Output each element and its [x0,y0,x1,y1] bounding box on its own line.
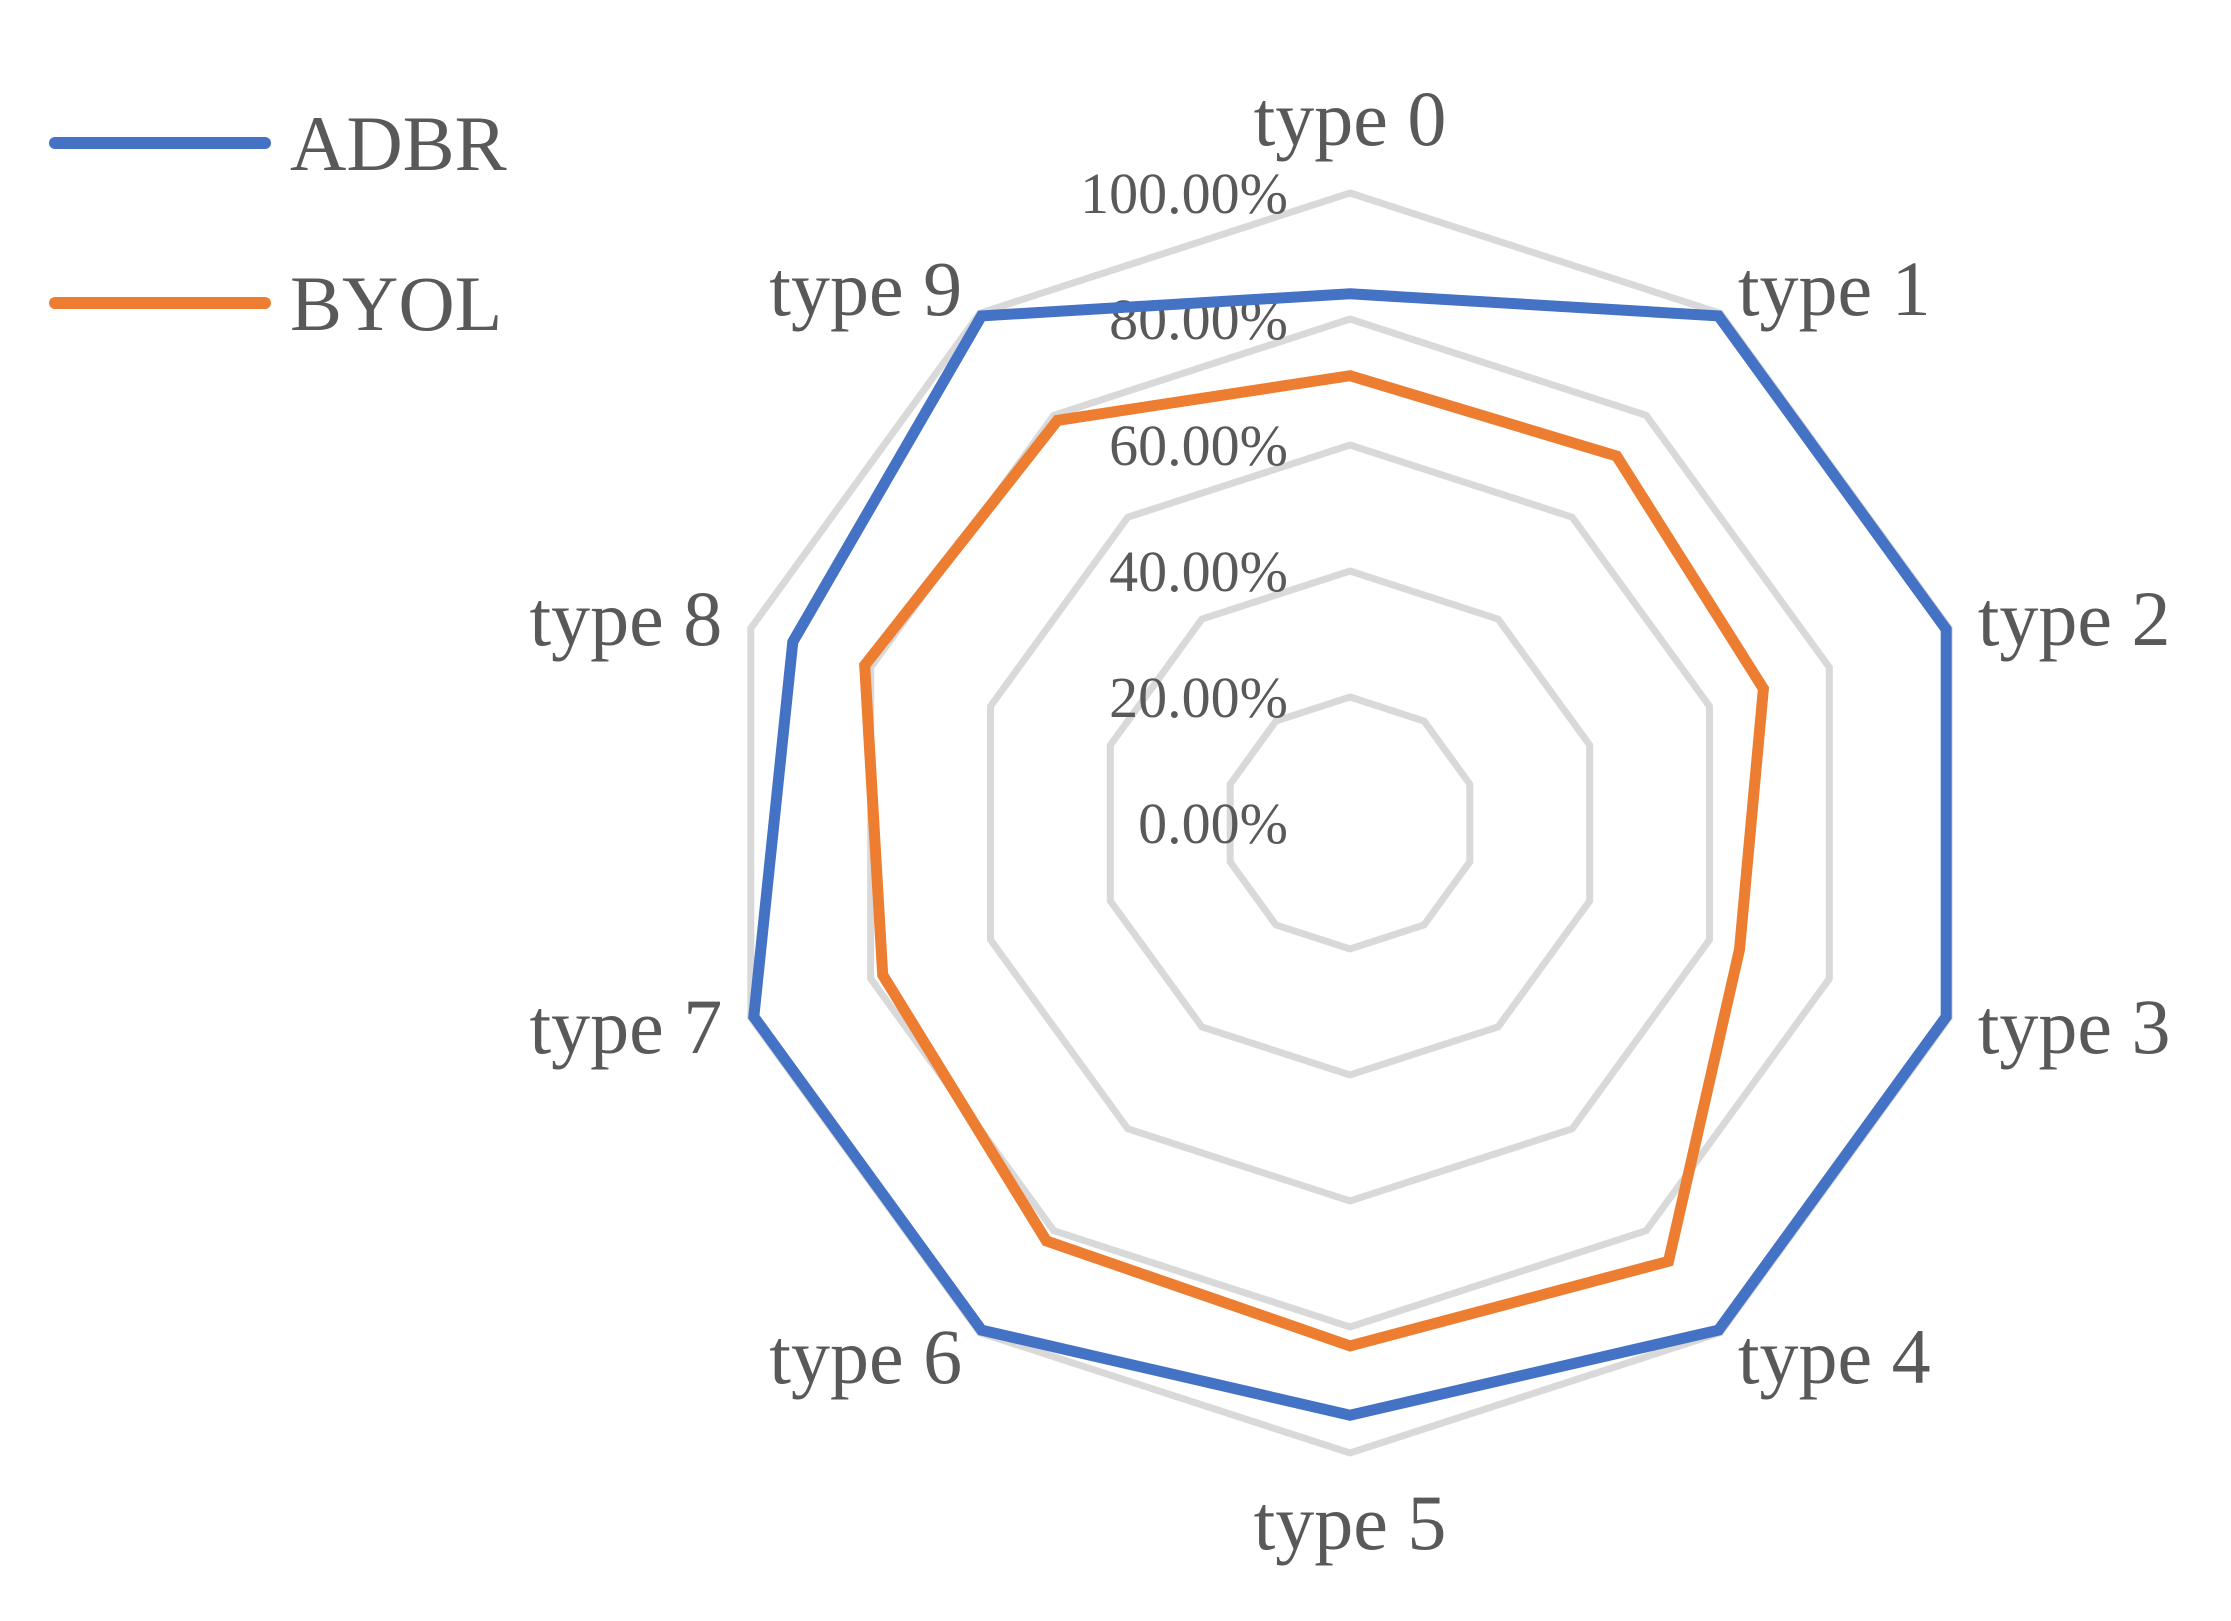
category-label: type 1 [1738,245,1931,332]
legend-label-byol: BYOL [290,260,502,347]
category-label: type 8 [530,575,723,662]
r-tick-label: 100.00% [1080,161,1288,226]
category-label: type 9 [769,245,962,332]
category-label: type 3 [1978,983,2171,1070]
r-tick-label: 20.00% [1109,665,1288,730]
category-label: type 6 [769,1313,962,1400]
category-label: type 2 [1978,575,2171,662]
legend: ADBR BYOL [49,100,507,347]
series-line-adbr [748,288,1952,1421]
category-label: type 7 [530,983,723,1070]
grid-ring-3 [987,441,1713,1205]
category-label: type 0 [1254,75,1447,162]
series-layer [748,288,1952,1421]
legend-item-adbr: ADBR [49,100,507,187]
category-label: type 4 [1738,1313,1931,1400]
category-label: type 5 [1254,1479,1447,1566]
grid-ring-1 [1226,693,1474,953]
grid-ring-2 [1106,567,1594,1079]
legend-label-adbr: ADBR [290,100,507,187]
radial-tick-labels: 0.00%20.00%40.00%60.00%80.00%100.00% [1080,161,1288,856]
series-line-byol [859,370,1770,1352]
legend-item-byol: BYOL [49,260,502,347]
r-tick-label: 40.00% [1109,539,1288,604]
r-tick-label: 60.00% [1109,413,1288,478]
r-tick-label: 0.00% [1138,791,1288,856]
category-labels: type 0 type 1 type 2 type 3 type 4 type 5 type… [530,75,2171,1566]
